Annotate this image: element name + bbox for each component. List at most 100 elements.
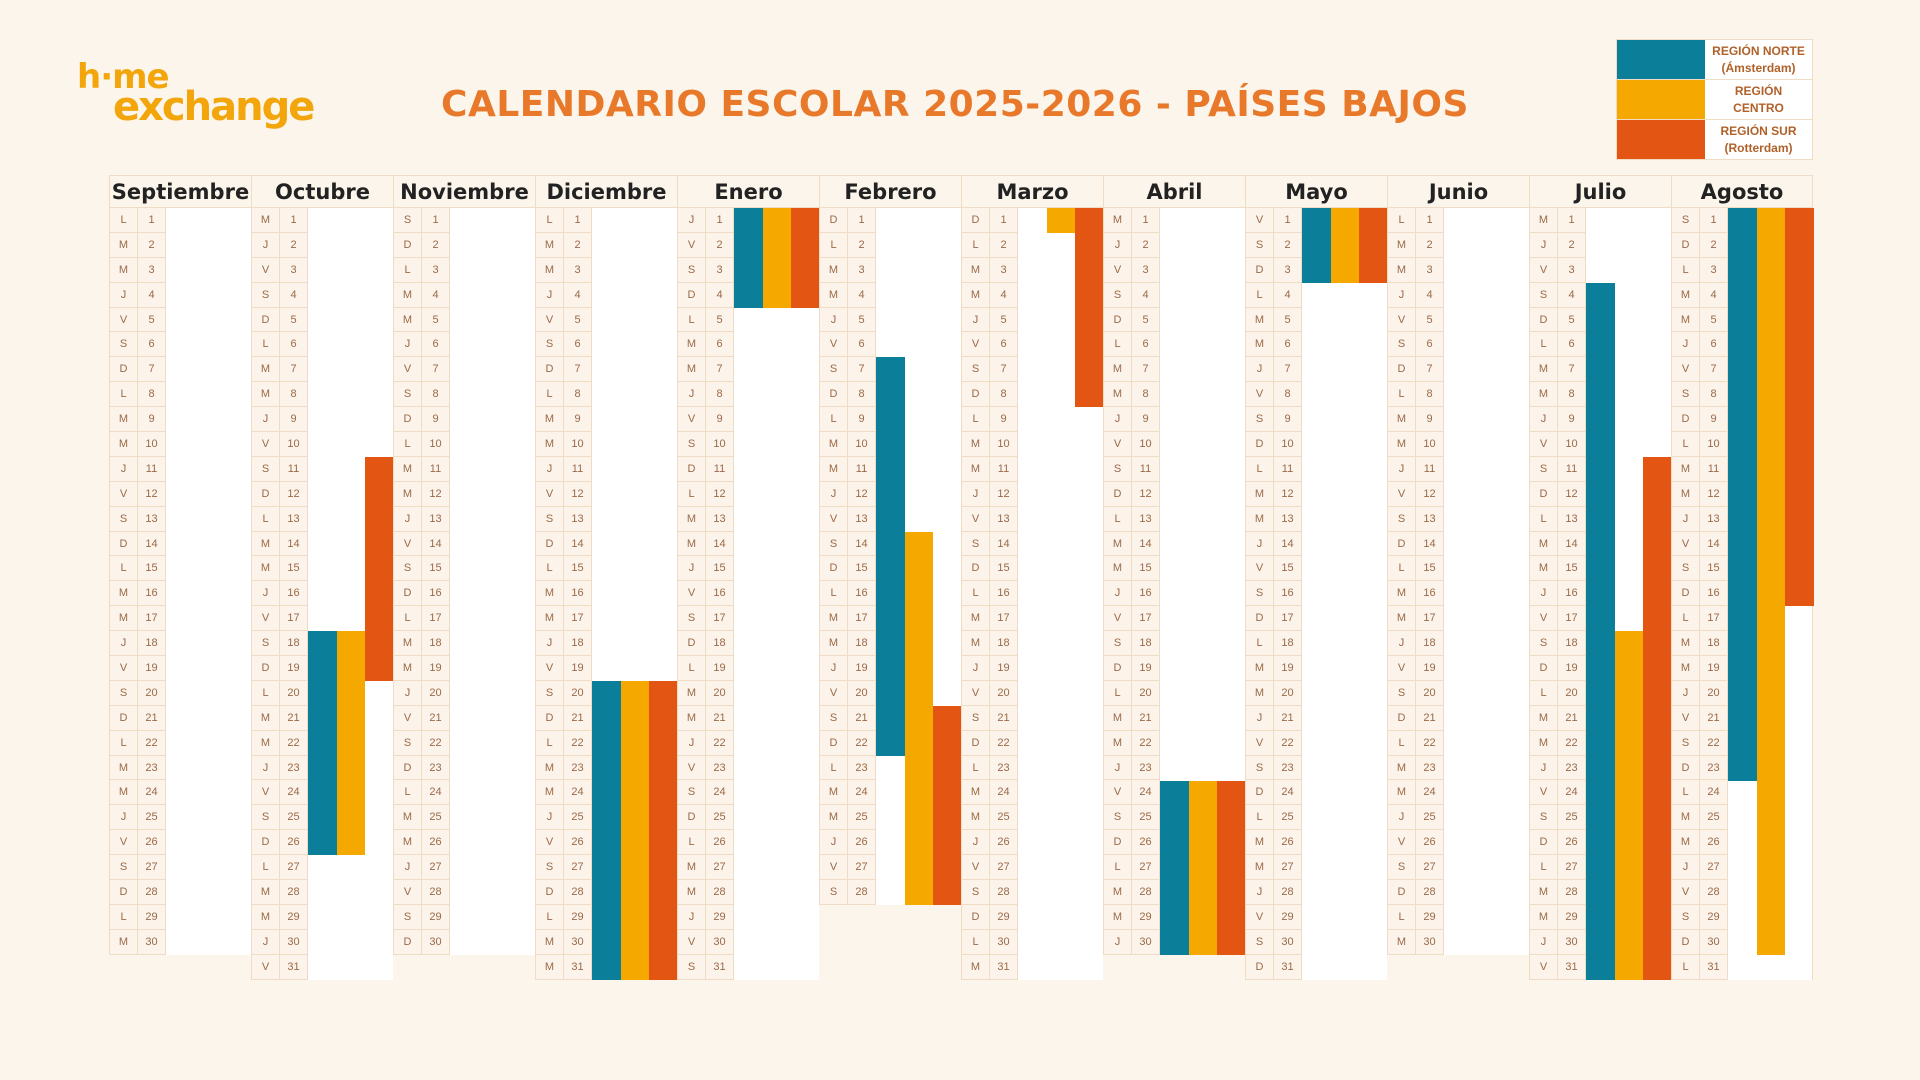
- day-number-cell: 20: [1558, 680, 1586, 706]
- day-row: S 11: [1104, 456, 1245, 482]
- weekday-cell: L: [1530, 680, 1558, 706]
- day-number-cell: 6: [564, 332, 592, 358]
- day-row: L 27: [1530, 855, 1671, 881]
- day-row: D 15: [962, 556, 1103, 582]
- month-header: Abril: [1103, 175, 1245, 208]
- day-number-cell: 24: [1558, 780, 1586, 806]
- day-number-cell: 11: [706, 456, 734, 482]
- weekday-cell: D: [1388, 357, 1416, 383]
- day-number-cell: 3: [990, 257, 1018, 283]
- month-febrero: Febrero D 1 L 2 M 3 M 4 J 5 V 6 S 7 D 8 L 9 M 10 M 11 J 12 V 13 S 14…: [819, 175, 962, 980]
- weekday-cell: V: [1672, 880, 1700, 905]
- day-row: J 22: [678, 730, 819, 756]
- day-row: S 14: [962, 531, 1103, 557]
- day-row: M 18: [1672, 631, 1812, 657]
- day-number-cell: 12: [280, 481, 308, 507]
- weekday-cell: S: [678, 432, 706, 457]
- weekday-cell: M: [536, 257, 564, 283]
- day-row: M 12: [394, 481, 535, 507]
- day-number-cell: 15: [1700, 556, 1728, 582]
- weekday-cell: J: [110, 805, 138, 831]
- weekday-cell: J: [1672, 680, 1700, 706]
- month-header: Julio: [1529, 175, 1671, 208]
- day-row: V 28: [394, 880, 535, 905]
- day-number-cell: 10: [1132, 432, 1160, 457]
- weekday-cell: S: [1104, 631, 1132, 657]
- day-number-cell: 29: [990, 904, 1018, 930]
- day-number-cell: 5: [1416, 307, 1444, 333]
- day-row: S 18: [1104, 631, 1245, 657]
- day-row: M 25: [394, 805, 535, 831]
- day-number-cell: 4: [138, 282, 166, 308]
- day-number-cell: 3: [1416, 257, 1444, 283]
- day-number-cell: 15: [422, 556, 450, 582]
- weekday-cell: V: [1104, 780, 1132, 806]
- day-number-cell: 28: [1274, 880, 1302, 905]
- weekday-cell: S: [1530, 805, 1558, 831]
- weekday-cell: M: [1388, 606, 1416, 632]
- day-row: M 11: [394, 456, 535, 482]
- weekday-cell: L: [962, 407, 990, 433]
- day-number-cell: 27: [138, 855, 166, 881]
- weekday-cell: D: [962, 904, 990, 930]
- weekday-cell: J: [1530, 232, 1558, 258]
- weekday-cell: M: [252, 904, 280, 930]
- day-row: M 30: [1388, 929, 1529, 955]
- weekday-cell: J: [1104, 407, 1132, 433]
- legend-item-norte: REGIÓN NORTE (Ámsterdam): [1617, 40, 1812, 80]
- weekday-cell: V: [1530, 606, 1558, 632]
- day-row: D 30: [394, 929, 535, 955]
- day-row: M 21: [678, 705, 819, 731]
- weekday-cell: V: [678, 407, 706, 433]
- holiday-bar-sur: [791, 208, 820, 308]
- day-number-cell: 9: [280, 407, 308, 433]
- day-row: M 19: [1246, 656, 1387, 681]
- day-number-cell: 28: [1416, 880, 1444, 905]
- weekday-cell: D: [1246, 257, 1274, 283]
- weekday-cell: J: [1388, 282, 1416, 308]
- day-number-cell: 13: [422, 506, 450, 532]
- weekday-cell: V: [110, 656, 138, 681]
- weekday-cell: J: [962, 830, 990, 856]
- day-number-cell: 28: [564, 880, 592, 905]
- weekday-cell: M: [1530, 531, 1558, 557]
- month-days: V 1 S 2 D 3 L 4 M 5 M 6 J 7 V 8 S 9 D 10 L 11 M 12 M 13 J 14 V 15 S 16 D…: [1245, 208, 1388, 980]
- holiday-bar-sur: [365, 457, 394, 682]
- weekday-cell: D: [962, 556, 990, 582]
- weekday-cell: V: [1530, 432, 1558, 457]
- holiday-bar-centro: [1614, 631, 1644, 980]
- weekday-cell: D: [1388, 705, 1416, 731]
- day-number-cell: 1: [1700, 208, 1728, 233]
- day-row: V 24: [252, 780, 393, 806]
- day-row: D 11: [678, 456, 819, 482]
- month-header: Enero: [677, 175, 819, 208]
- day-row: D 17: [1246, 606, 1387, 632]
- month-header: Marzo: [961, 175, 1103, 208]
- day-row: D 31: [1246, 954, 1387, 980]
- weekday-cell: L: [110, 730, 138, 756]
- day-number-cell: 9: [1274, 407, 1302, 433]
- weekday-cell: J: [1388, 805, 1416, 831]
- weekday-cell: D: [1672, 581, 1700, 607]
- day-number-cell: 23: [138, 755, 166, 781]
- weekday-cell: M: [962, 432, 990, 457]
- day-row: M 21: [252, 705, 393, 731]
- weekday-cell: V: [252, 954, 280, 980]
- day-number-cell: 2: [1416, 232, 1444, 258]
- weekday-cell: J: [820, 481, 848, 507]
- day-row: L 11: [1246, 456, 1387, 482]
- day-row: L 17: [394, 606, 535, 632]
- day-number-cell: 15: [1274, 556, 1302, 582]
- day-number-cell: 25: [280, 805, 308, 831]
